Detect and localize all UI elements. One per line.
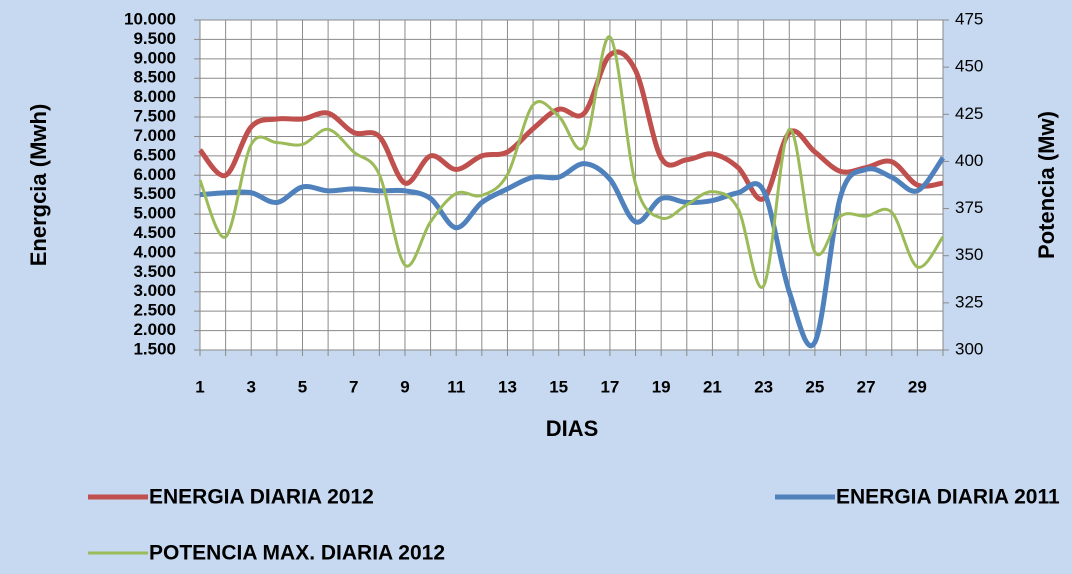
y-tick-label: 9.500 xyxy=(133,29,176,48)
x-tick-label: 23 xyxy=(754,377,773,396)
x-tick-label: 19 xyxy=(652,377,671,396)
y2-tick-label: 450 xyxy=(955,57,983,76)
series-line xyxy=(199,156,946,348)
y-tick-label: 6.000 xyxy=(133,165,176,184)
y-axis-label: Energcia (Mwh) xyxy=(26,104,51,267)
y2-tick-label: 350 xyxy=(955,245,983,264)
y-tick-label: 5.000 xyxy=(133,204,176,223)
x-tick-label: 11 xyxy=(447,377,465,396)
x-tick-label: 29 xyxy=(908,377,927,396)
y-tick-label: 4.000 xyxy=(133,242,176,261)
y-tick-label: 7.000 xyxy=(133,126,176,145)
x-tick-label: 21 xyxy=(703,377,722,396)
y2-axis-label: Potencia (Mw) xyxy=(1034,111,1059,259)
y2-tick-label: 375 xyxy=(955,198,983,217)
x-tick-label: 5 xyxy=(298,377,307,396)
x-tick-label: 27 xyxy=(857,377,876,396)
y-tick-label: 3.500 xyxy=(133,262,176,281)
legend-label: ENERGIA DIARIA 2011 xyxy=(836,486,1060,509)
y-tick-label: 3.000 xyxy=(133,281,176,300)
y-tick-label: 6.500 xyxy=(133,145,176,164)
x-tick-label: 9 xyxy=(400,377,409,396)
y-tick-label: 8.000 xyxy=(133,87,176,106)
x-tick-label: 25 xyxy=(805,377,824,396)
plot-area xyxy=(200,20,943,350)
y-tick-label: 10.000 xyxy=(124,9,176,28)
y-tick-label: 9.000 xyxy=(133,48,176,67)
y-tick-label: 5.500 xyxy=(133,184,176,203)
y-tick-label: 1.500 xyxy=(133,339,176,358)
y2-tick-label: 400 xyxy=(955,151,983,170)
y2-tick-label: 300 xyxy=(955,339,983,358)
x-axis-label: DIAS xyxy=(546,416,599,441)
x-tick-label: 13 xyxy=(498,377,517,396)
y2-tick-label: 475 xyxy=(955,9,983,28)
series-line xyxy=(198,35,945,289)
y2-tick-label: 325 xyxy=(955,292,983,311)
x-tick-label: 17 xyxy=(600,377,619,396)
legend-label: POTENCIA MAX. DIARIA 2012 xyxy=(149,542,445,565)
y2-tick-label: 425 xyxy=(955,104,983,123)
y-tick-label: 4.500 xyxy=(133,223,176,242)
x-tick-label: 15 xyxy=(549,377,568,396)
y-tick-label: 7.500 xyxy=(133,107,176,126)
x-tick-label: 3 xyxy=(247,377,256,396)
y-tick-label: 8.500 xyxy=(133,68,176,87)
series-line xyxy=(198,49,944,202)
y-tick-label: 2.500 xyxy=(133,301,176,320)
legend-label: ENERGIA DIARIA 2012 xyxy=(149,486,374,509)
y-tick-label: 2.000 xyxy=(133,320,176,339)
x-tick-label: 7 xyxy=(349,377,358,396)
x-tick-label: 1 xyxy=(195,377,204,396)
